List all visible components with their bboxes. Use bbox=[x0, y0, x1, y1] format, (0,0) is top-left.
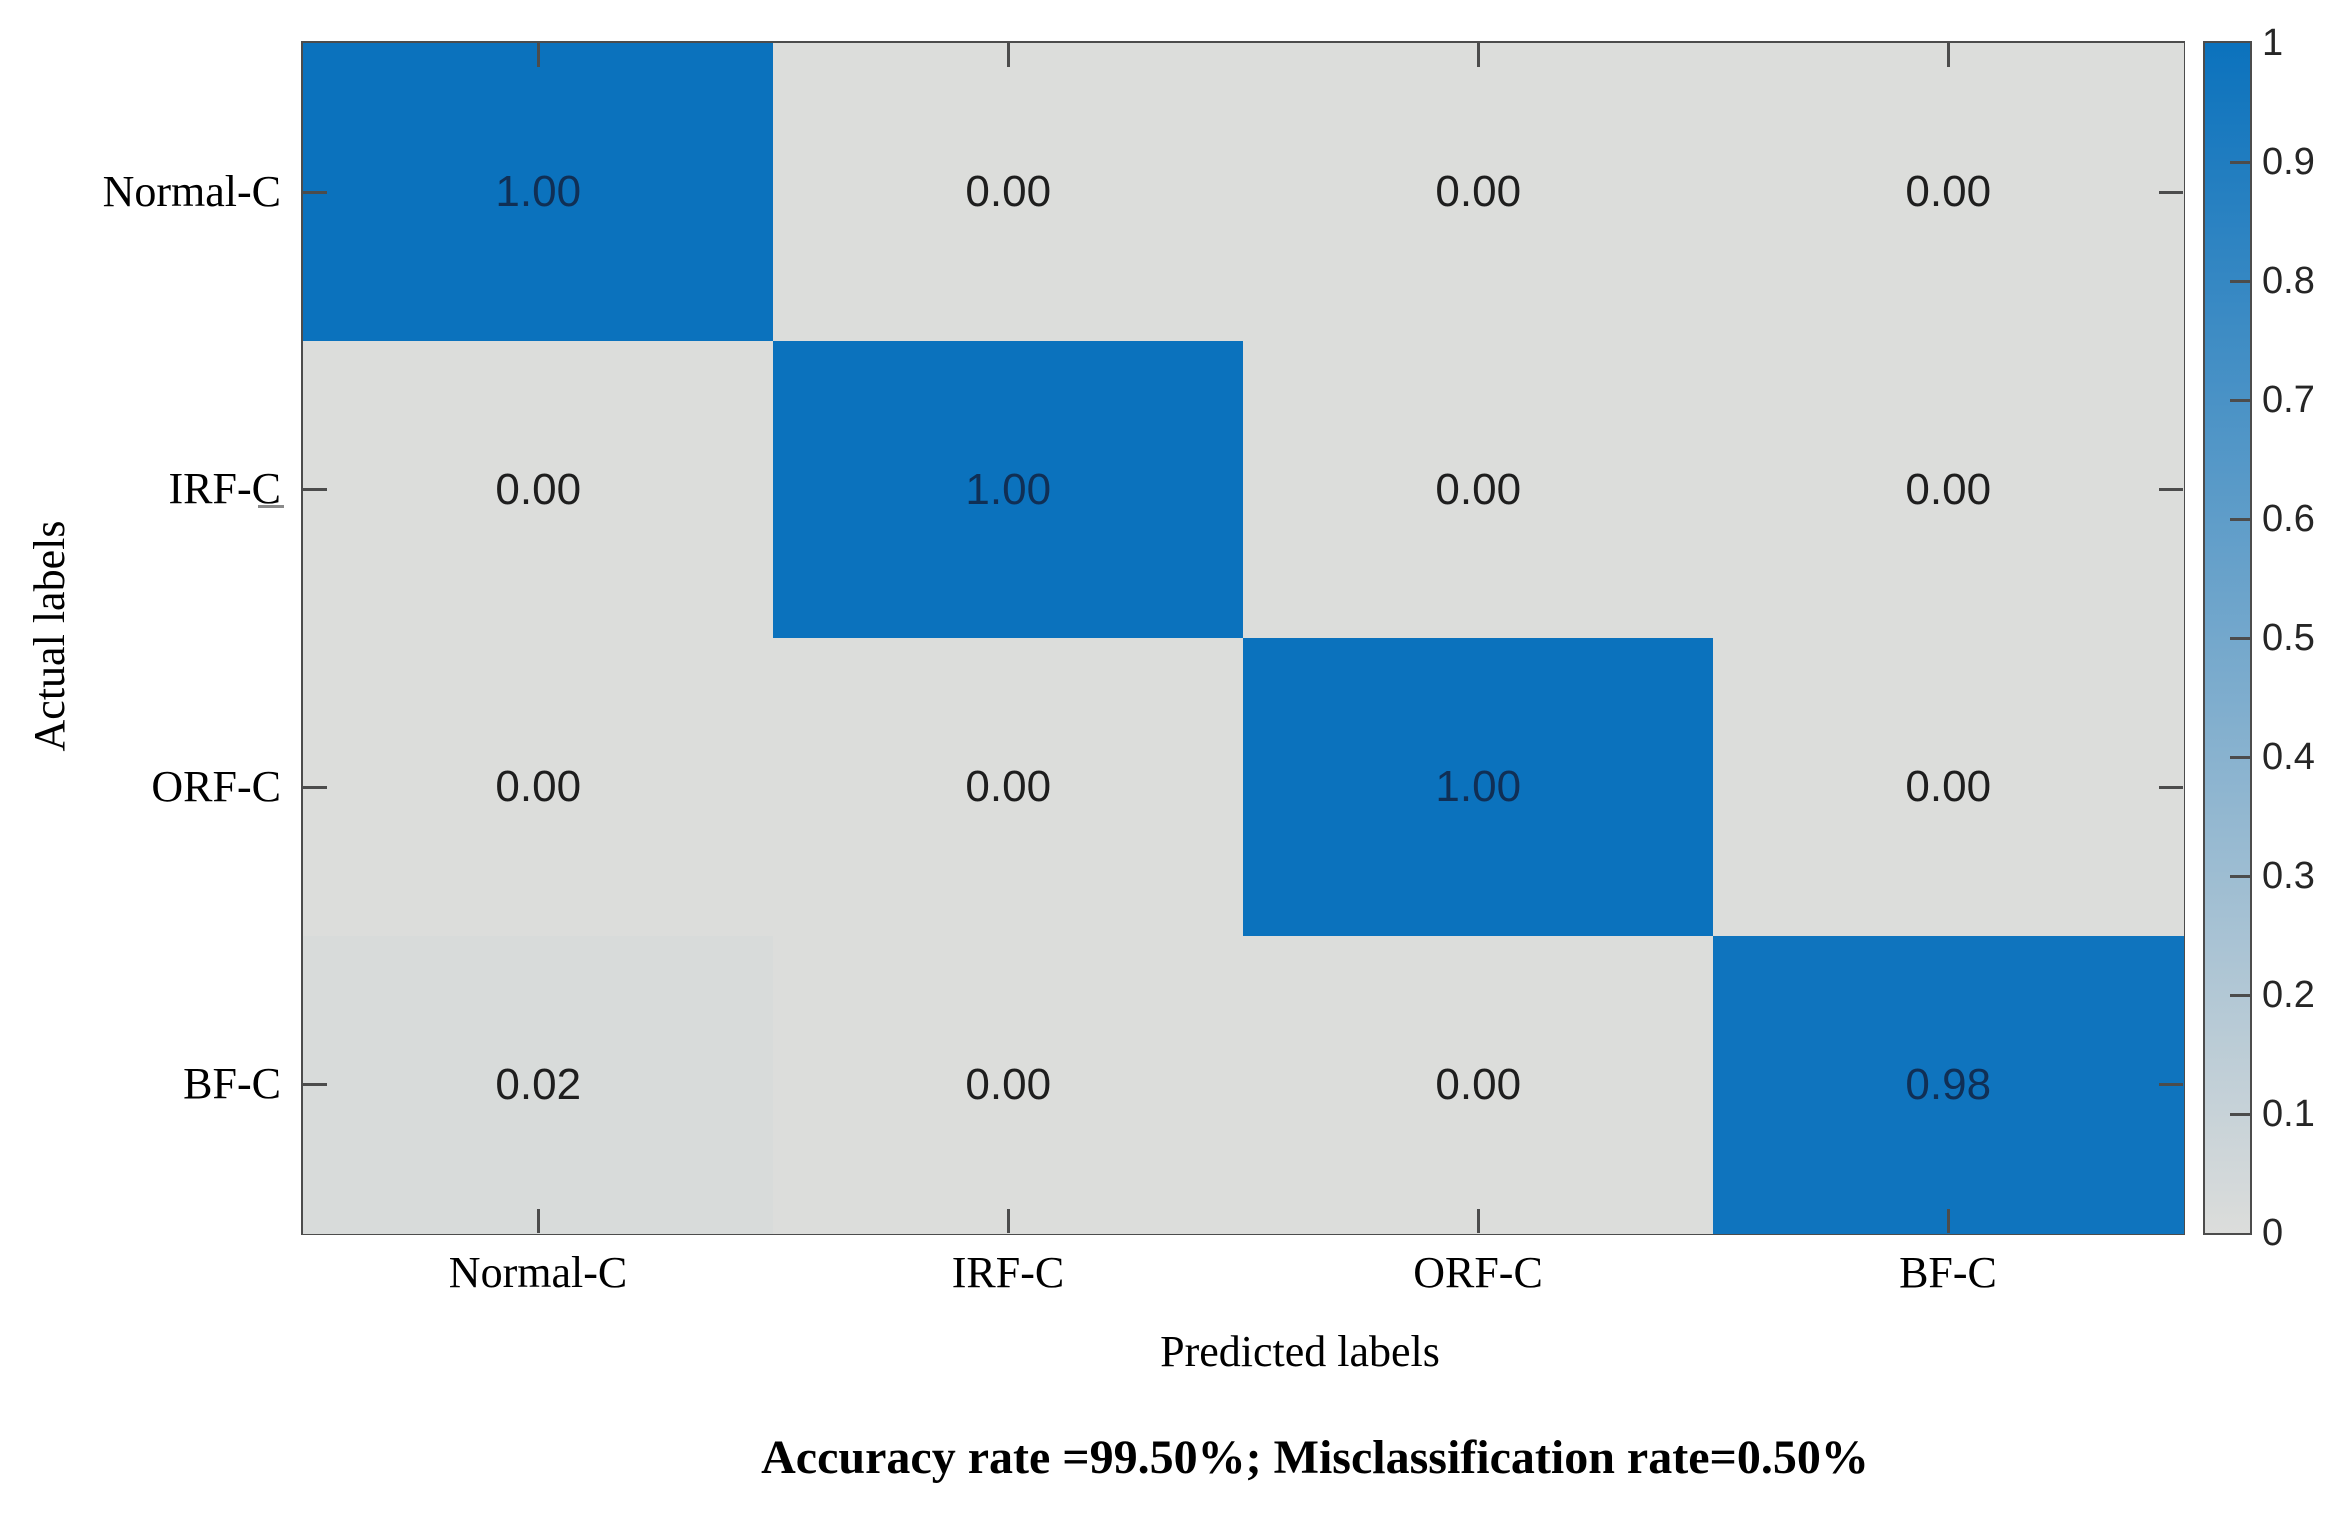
cell-IRF-C-Normal-C: 0.00 bbox=[303, 340, 774, 639]
colorbar-label-0.4: 0.4 bbox=[2262, 736, 2315, 778]
x-tick-bottom bbox=[1007, 1209, 1010, 1233]
x-tick-top bbox=[1477, 43, 1480, 67]
cell-ORF-C-ORF-C: 1.00 bbox=[1243, 638, 1714, 936]
colorbar-label-0.7: 0.7 bbox=[2262, 379, 2315, 421]
x-axis-title: Predicted labels bbox=[1160, 1327, 1440, 1376]
colorbar-label-1: 1 bbox=[2262, 22, 2284, 64]
colorbar-tick bbox=[2230, 637, 2250, 640]
heatmap-plot-area bbox=[301, 41, 2185, 1235]
x-tick-top bbox=[1007, 43, 1010, 67]
y-tick-label-ORF-C: ORF-C bbox=[151, 761, 281, 811]
colorbar-label-0.5: 0.5 bbox=[2262, 617, 2315, 659]
cell-IRF-C-IRF-C: 1.00 bbox=[773, 340, 1244, 639]
y-tick-right bbox=[2159, 488, 2183, 492]
cell-Normal-C-Normal-C: 1.00 bbox=[303, 43, 774, 341]
cell-BF-C-Normal-C: 0.02 bbox=[303, 935, 774, 1234]
y-tick-left bbox=[303, 1083, 327, 1087]
x-tick-label-Normal-C: Normal-C bbox=[448, 1248, 628, 1297]
colorbar-label-0.3: 0.3 bbox=[2262, 855, 2315, 897]
y-tick-right bbox=[2159, 190, 2183, 194]
x-tick-label-ORF-C: ORF-C bbox=[1413, 1248, 1543, 1297]
x-tick-top bbox=[1947, 43, 1950, 67]
x-tick-label-BF-C: BF-C bbox=[1899, 1248, 1997, 1297]
accuracy-caption: Accuracy rate =99.50%; Misclassification… bbox=[761, 1431, 1869, 1484]
x-tick-bottom bbox=[1947, 1209, 1950, 1233]
colorbar-tick bbox=[2230, 518, 2250, 521]
y-tick-left bbox=[303, 190, 327, 194]
colorbar-tick bbox=[2230, 756, 2250, 759]
cell-ORF-C-Normal-C: 0.00 bbox=[303, 638, 774, 936]
colorbar-tick bbox=[2230, 994, 2250, 997]
y-tick-left bbox=[303, 488, 327, 492]
x-tick-bottom bbox=[1477, 1209, 1480, 1233]
x-tick-top bbox=[537, 43, 540, 67]
colorbar-label-0.8: 0.8 bbox=[2262, 260, 2315, 302]
x-tick-bottom bbox=[537, 1209, 540, 1233]
y-tick-right bbox=[2159, 785, 2183, 789]
colorbar-tick bbox=[2230, 875, 2250, 878]
y-tick-left bbox=[303, 785, 327, 789]
y-tick-right bbox=[2159, 1083, 2183, 1087]
y-tick-label-BF-C: BF-C bbox=[183, 1059, 281, 1109]
cell-IRF-C-BF-C: 0.00 bbox=[1713, 340, 2184, 639]
y-tick-label-IRF-C: IRF-C bbox=[168, 464, 281, 514]
stray-underscore-mark bbox=[258, 505, 284, 508]
colorbar-label-0.1: 0.1 bbox=[2262, 1093, 2315, 1135]
cell-ORF-C-BF-C: 0.00 bbox=[1713, 638, 2184, 936]
colorbar-label-0.6: 0.6 bbox=[2262, 498, 2315, 540]
cell-Normal-C-ORF-C: 0.00 bbox=[1243, 43, 1714, 341]
cell-BF-C-IRF-C: 0.00 bbox=[773, 935, 1244, 1234]
colorbar-tick bbox=[2230, 161, 2250, 164]
colorbar-label-0.2: 0.2 bbox=[2262, 974, 2315, 1016]
cell-ORF-C-IRF-C: 0.00 bbox=[773, 638, 1244, 936]
cell-BF-C-BF-C: 0.98 bbox=[1713, 935, 2184, 1234]
colorbar-tick bbox=[2230, 1113, 2250, 1116]
colorbar-label-0: 0 bbox=[2262, 1212, 2284, 1254]
cell-Normal-C-IRF-C: 0.00 bbox=[773, 43, 1244, 341]
cell-Normal-C-BF-C: 0.00 bbox=[1713, 43, 2184, 341]
x-tick-label-IRF-C: IRF-C bbox=[951, 1248, 1065, 1297]
cell-IRF-C-ORF-C: 0.00 bbox=[1243, 340, 1714, 639]
colorbar-tick bbox=[2230, 280, 2250, 283]
colorbar-label-0.9: 0.9 bbox=[2262, 141, 2315, 183]
y-tick-label-Normal-C: Normal-C bbox=[102, 166, 281, 216]
cell-BF-C-ORF-C: 0.00 bbox=[1243, 935, 1714, 1234]
colorbar-tick bbox=[2230, 399, 2250, 402]
